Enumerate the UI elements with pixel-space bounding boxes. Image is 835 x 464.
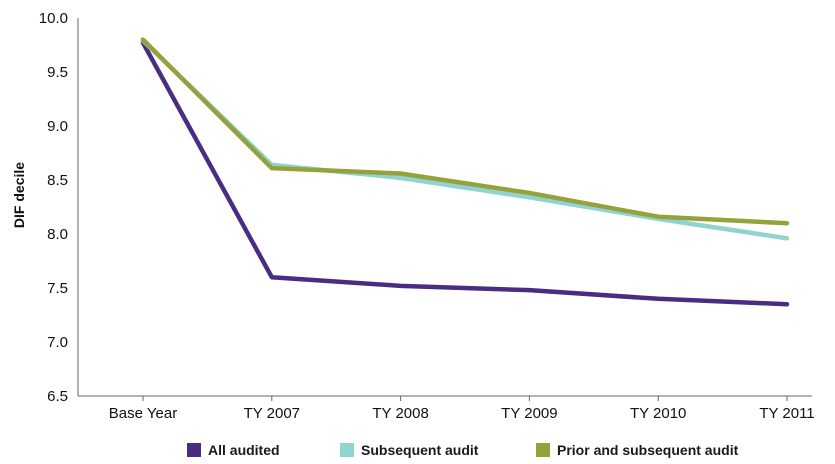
legend-item: Prior and subsequent audit bbox=[536, 442, 738, 458]
legend-swatch bbox=[187, 443, 201, 457]
x-tick-label: TY 2010 bbox=[630, 405, 686, 422]
x-tick-label: Base Year bbox=[109, 405, 177, 422]
legend-item: Subsequent audit bbox=[340, 442, 478, 458]
legend: All audited Subsequent audit Prior and sub… bbox=[0, 442, 835, 464]
y-tick-label: 8.5 bbox=[47, 172, 68, 189]
legend-swatch bbox=[340, 443, 354, 457]
y-tick-label: 9.0 bbox=[47, 118, 68, 135]
y-tick-label: 6.5 bbox=[47, 388, 68, 405]
series-lines bbox=[143, 40, 787, 305]
series-line-1 bbox=[143, 41, 787, 239]
series-line-0 bbox=[143, 43, 787, 304]
legend-swatch bbox=[536, 443, 550, 457]
legend-label: All audited bbox=[208, 442, 280, 458]
y-tick-label: 7.5 bbox=[47, 280, 68, 297]
y-tick-label: 9.5 bbox=[47, 64, 68, 81]
x-tick-label: TY 2007 bbox=[244, 405, 300, 422]
y-tick-label: 10.0 bbox=[39, 10, 68, 27]
x-tick-label: TY 2011 bbox=[759, 405, 814, 422]
x-tick-label: TY 2008 bbox=[372, 405, 428, 422]
y-axis: 6.5 7.0 7.5 8.0 8.5 9.0 9.5 10.0 bbox=[39, 10, 78, 405]
y-tick-label: 7.0 bbox=[47, 334, 68, 351]
y-axis-title: DIF decile bbox=[11, 162, 27, 228]
y-tick-label: 8.0 bbox=[47, 226, 68, 243]
legend-item: All audited bbox=[187, 442, 280, 458]
legend-label: Subsequent audit bbox=[361, 442, 478, 458]
x-axis: Base Year TY 2007 TY 2008 TY 2009 TY 2010 TY … bbox=[78, 396, 815, 422]
x-tick-label: TY 2009 bbox=[501, 405, 557, 422]
legend-label: Prior and subsequent audit bbox=[557, 442, 738, 458]
